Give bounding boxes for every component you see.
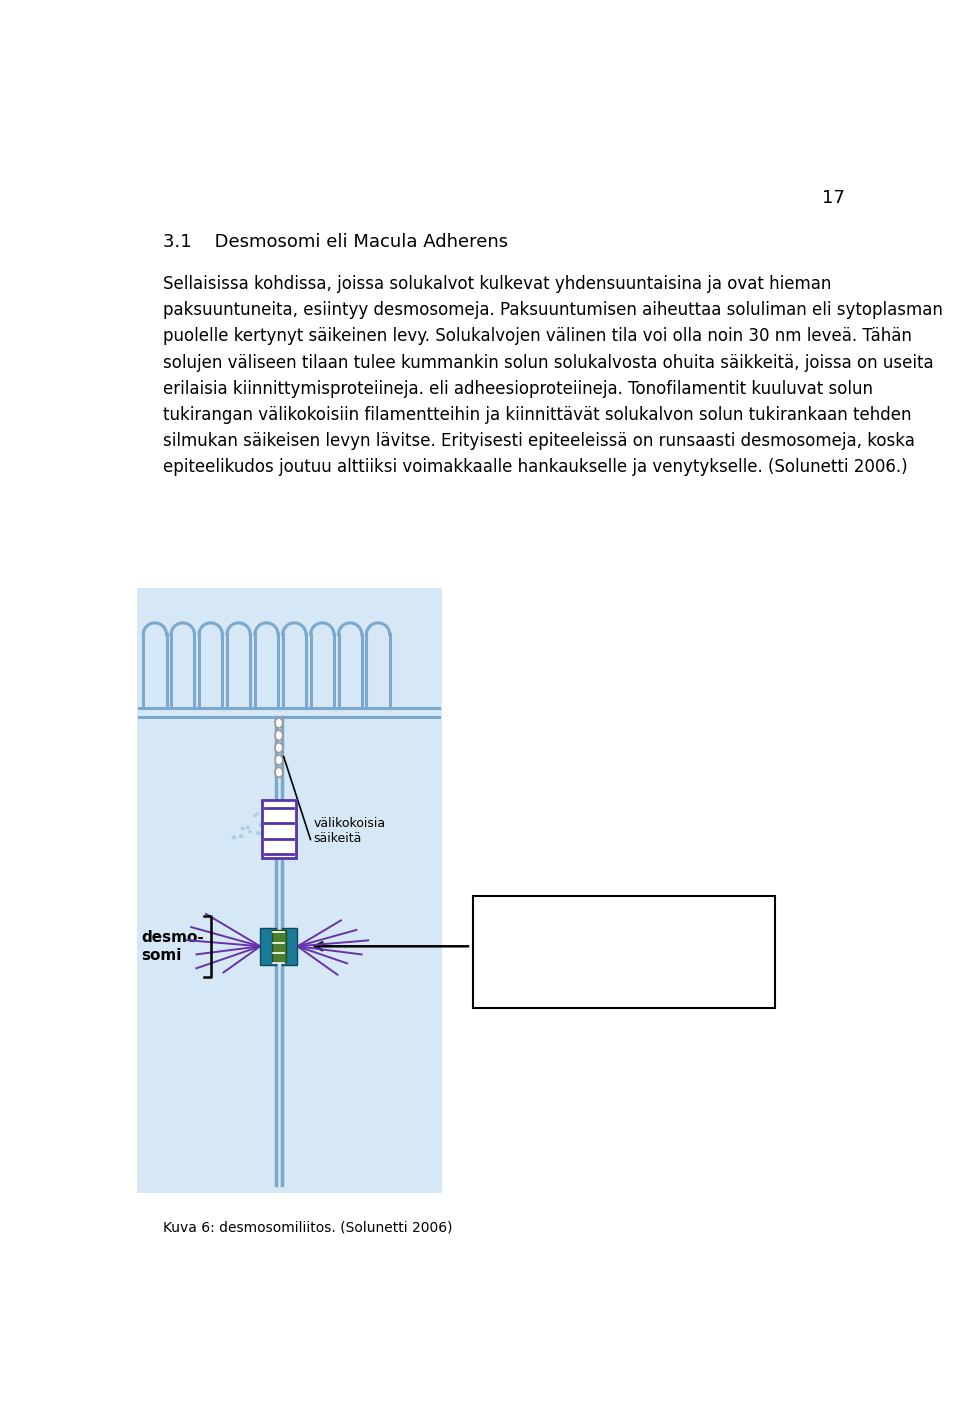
Ellipse shape (275, 767, 283, 777)
Ellipse shape (294, 833, 297, 836)
Ellipse shape (290, 818, 295, 822)
Text: toisiinsa pitäen solujen: toisiinsa pitäen solujen (487, 940, 656, 955)
Ellipse shape (261, 813, 266, 818)
Ellipse shape (272, 823, 276, 826)
Ellipse shape (276, 828, 281, 832)
Text: puolelle kertynyt säikeinen levy. Solukalvojen välinen tila voi olla noin 30 nm : puolelle kertynyt säikeinen levy. Soluka… (162, 327, 911, 346)
Text: erilaisia kiinnittymisproteiineja. eli adheesioproteiineja. Tonofilamentit kuulu: erilaisia kiinnittymisproteiineja. eli a… (162, 379, 873, 398)
Ellipse shape (275, 754, 283, 764)
Ellipse shape (292, 819, 298, 823)
Ellipse shape (291, 812, 297, 816)
Text: paksuuntuneita, esiintyy desmosomeja. Paksuuntumisen aiheuttaa soluliman eli syt: paksuuntuneita, esiintyy desmosomeja. Pa… (162, 301, 943, 319)
Text: solujen väliseen tilaan tulee kummankin solun solukalvosta ohuita säikkeitä, joi: solujen väliseen tilaan tulee kummankin … (162, 354, 933, 372)
Ellipse shape (275, 718, 283, 728)
Text: seinämät  yhdessä.: seinämät yhdessä. (487, 972, 630, 988)
Ellipse shape (276, 842, 281, 846)
Text: desmo-
somi: desmo- somi (142, 930, 204, 962)
Text: tukirangan välikokoisiin filamentteihin ja kiinnittävät solukalvon solun tukiran: tukirangan välikokoisiin filamentteihin … (162, 406, 911, 424)
Text: silmukan säikeisen levyn lävitse. Erityisesti epiteeleissä on runsaasti desmosom: silmukan säikeisen levyn lävitse. Erityi… (162, 433, 915, 450)
Text: Kuva 6: desmosomiliitos. (Solunetti 2006): Kuva 6: desmosomiliitos. (Solunetti 2006… (162, 1221, 452, 1235)
Ellipse shape (260, 832, 267, 837)
Ellipse shape (255, 830, 261, 835)
Ellipse shape (239, 835, 244, 839)
Ellipse shape (289, 815, 295, 819)
Bar (260, 927, 276, 965)
Ellipse shape (258, 822, 265, 828)
Ellipse shape (241, 826, 245, 830)
Ellipse shape (275, 743, 283, 753)
Bar (137, 589, 442, 1193)
Ellipse shape (278, 832, 283, 836)
Ellipse shape (275, 731, 283, 740)
Bar (272, 930, 286, 962)
Ellipse shape (231, 836, 236, 839)
Bar (282, 927, 298, 965)
Ellipse shape (248, 830, 252, 833)
Ellipse shape (279, 821, 285, 825)
Ellipse shape (255, 812, 259, 815)
Bar (262, 799, 296, 857)
Ellipse shape (276, 823, 282, 829)
Text: Sellaisissa kohdissa, joissa solukalvot kulkevat yhdensuuntaisina ja ovat hieman: Sellaisissa kohdissa, joissa solukalvot … (162, 275, 831, 294)
Text: epiteelikudos joutuu alttiiksi voimakkaalle hankaukselle ja venytykselle. (Solun: epiteelikudos joutuu alttiiksi voimakkaa… (162, 458, 907, 476)
Text: välikokoisia
säikeitä: välikokoisia säikeitä (314, 816, 386, 844)
Text: 17: 17 (822, 188, 845, 207)
Ellipse shape (246, 826, 250, 829)
Text: Samanlaiset osiot sitoutuvat: Samanlaiset osiot sitoutuvat (487, 908, 696, 923)
Text: 3.1    Desmosomi eli Macula Adherens: 3.1 Desmosomi eli Macula Adherens (162, 233, 508, 250)
Ellipse shape (253, 813, 257, 818)
Bar (472, 896, 775, 1007)
